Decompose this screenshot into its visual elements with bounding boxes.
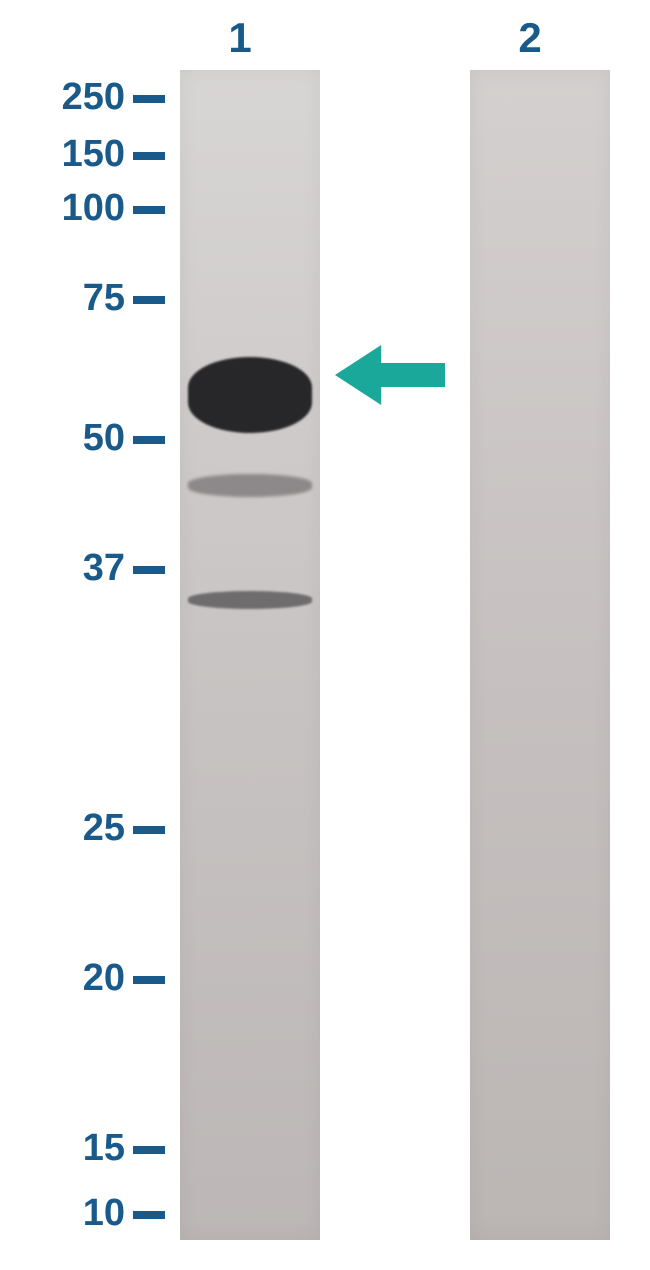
marker-label: 15 bbox=[15, 1127, 125, 1170]
protein-band bbox=[188, 357, 311, 433]
lane-label-1: 1 bbox=[220, 14, 260, 62]
protein-band bbox=[188, 474, 311, 497]
marker-label: 150 bbox=[15, 133, 125, 176]
western-blot-figure: { "figure": { "width": 650, "height": 12… bbox=[0, 0, 650, 1270]
marker-label: 20 bbox=[15, 957, 125, 1000]
blot-lane-1 bbox=[180, 70, 320, 1240]
marker-tick bbox=[133, 566, 165, 574]
protein-band bbox=[188, 591, 311, 610]
marker-label: 250 bbox=[15, 76, 125, 119]
lane-label-2: 2 bbox=[510, 14, 550, 62]
marker-tick bbox=[133, 826, 165, 834]
marker-label: 37 bbox=[15, 547, 125, 590]
marker-label: 25 bbox=[15, 807, 125, 850]
marker-tick bbox=[133, 152, 165, 160]
marker-label: 100 bbox=[15, 187, 125, 230]
marker-tick bbox=[133, 976, 165, 984]
marker-tick bbox=[133, 296, 165, 304]
marker-tick bbox=[133, 436, 165, 444]
marker-label: 75 bbox=[15, 277, 125, 320]
marker-label: 50 bbox=[15, 417, 125, 460]
marker-label: 10 bbox=[15, 1192, 125, 1235]
marker-tick bbox=[133, 1211, 165, 1219]
blot-lane-2 bbox=[470, 70, 610, 1240]
marker-tick bbox=[133, 206, 165, 214]
marker-tick bbox=[133, 95, 165, 103]
target-band-arrow-icon bbox=[335, 345, 445, 405]
marker-tick bbox=[133, 1146, 165, 1154]
